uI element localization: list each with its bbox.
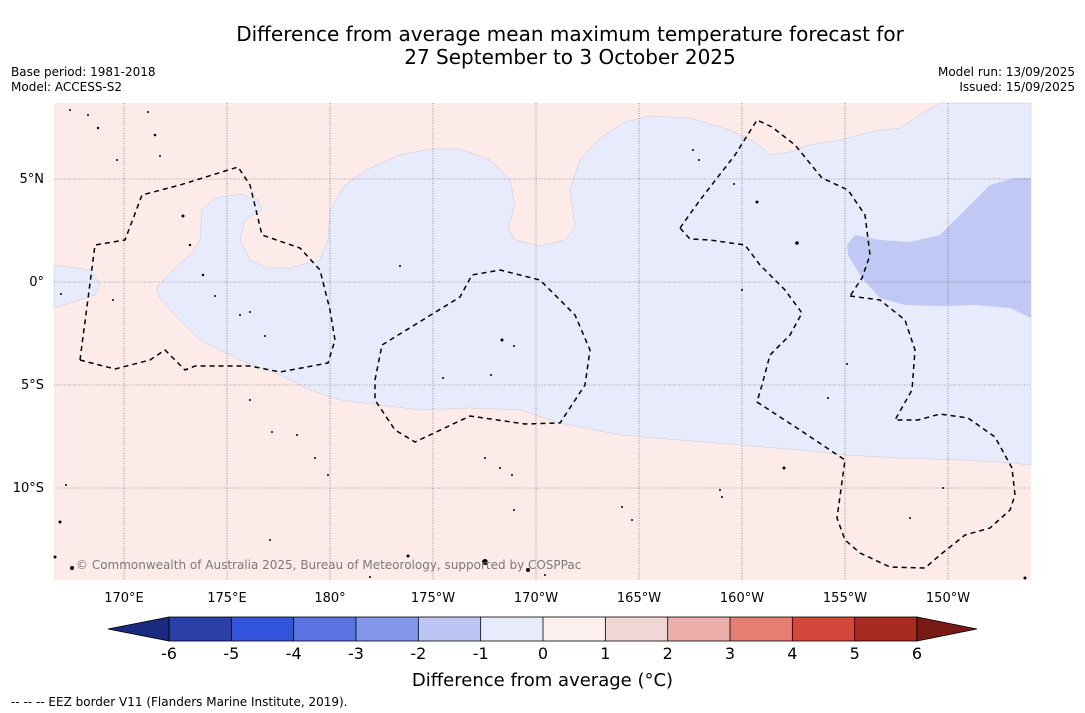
colorbar-tick-label: 3 [725,644,735,663]
islands [53,109,1027,580]
lon-label-170w: 170°W [514,591,558,606]
colorbar-tick-label: -4 [286,644,302,663]
map-panel [53,102,1032,580]
colorbar-segment [169,617,232,641]
colorbar-tick-label: 5 [850,644,860,663]
copyright-text: © Commonwealth of Australia 2025, Bureau… [76,558,582,572]
lat-label-10s: 10°S [13,481,44,496]
lat-labels: 5°N 0° 5°S 10°S [13,172,44,496]
colorbar-tick-label: 2 [663,644,673,663]
lon-label-150w: 150°W [926,591,970,606]
lon-labels: 170°E 175°E 180° 175°W 170°W 165°W 160°W… [104,591,970,606]
lat-label-5n: 5°N [20,172,45,187]
lat-label-5s: 5°S [21,378,44,393]
lon-label-155w: 155°W [823,591,867,606]
lon-label-175e: 175°E [207,591,247,606]
colorbar-label: Difference from average (°C) [411,670,674,691]
colorbar-tick-label: -3 [348,644,364,663]
colorbar-tick-label: -2 [410,644,426,663]
colorbar-over-arrow [916,616,978,642]
eez-border-west [79,166,336,373]
meta-right: Model run: 13/09/2025 Issued: 15/09/2025 [938,65,1075,95]
colorbar-tick-label: 1 [600,644,610,663]
colorbar-tick-label: 6 [912,644,922,663]
eez-border-east-lower [679,227,1016,569]
model-run-text: Model run: 13/09/2025 [937,65,1075,79]
lon-label-170e: 170°E [104,591,144,606]
colorbar-tick-label: -6 [161,644,177,663]
colorbar-segment [293,617,357,641]
colorbar-segment [792,617,856,641]
eez-legend-footnote: -- -- -- EEZ border V11 (Flanders Marine… [11,695,348,709]
colorbar: -6 -5 -4 -3 -2 -1 0 1 2 3 4 5 6 [107,616,978,663]
colorbar-segment [543,617,606,641]
eez-border-central [374,269,591,443]
eez-border-east [679,119,871,297]
colorbar-segment [418,617,482,641]
colorbar-segment [605,617,669,641]
chart-title-line2: 27 September to 3 October 2025 [404,45,736,69]
colorbar-tick-label: -5 [223,644,239,663]
lon-label-175w: 175°W [411,591,455,606]
chart-title-line1: Difference from average mean maximum tem… [236,22,904,46]
colorbar-segment [854,617,918,641]
colorbar-tick-label: -1 [473,644,489,663]
lat-label-0: 0° [29,275,44,290]
gridlines [54,103,1031,580]
anomaly-region-light-blue [53,264,101,309]
colorbar-tick-label: 4 [787,644,797,663]
colorbar-segment [730,617,793,641]
colorbar-segment [667,617,731,641]
model-text: Model: ACCESS-S2 [11,80,123,94]
colorbar-segment [356,617,419,641]
colorbar-tick-label: 0 [538,644,548,663]
colorbar-segment [480,617,544,641]
colorbar-under-arrow [107,616,170,642]
lon-label-160w: 160°W [720,591,764,606]
lon-label-180: 180° [314,591,345,606]
lon-label-165w: 165°W [617,591,661,606]
colorbar-segment [231,617,295,641]
anomaly-region-light-blue-main [155,102,1032,466]
eez-borders [79,119,1016,569]
issued-text: Issued: 15/09/2025 [959,80,1075,94]
base-period-text: Base period: 1981-2018 [11,65,156,79]
meta-left: Base period: 1981-2018 Model: ACCESS-S2 [11,65,156,95]
anomaly-region-medium-blue [847,178,1031,318]
